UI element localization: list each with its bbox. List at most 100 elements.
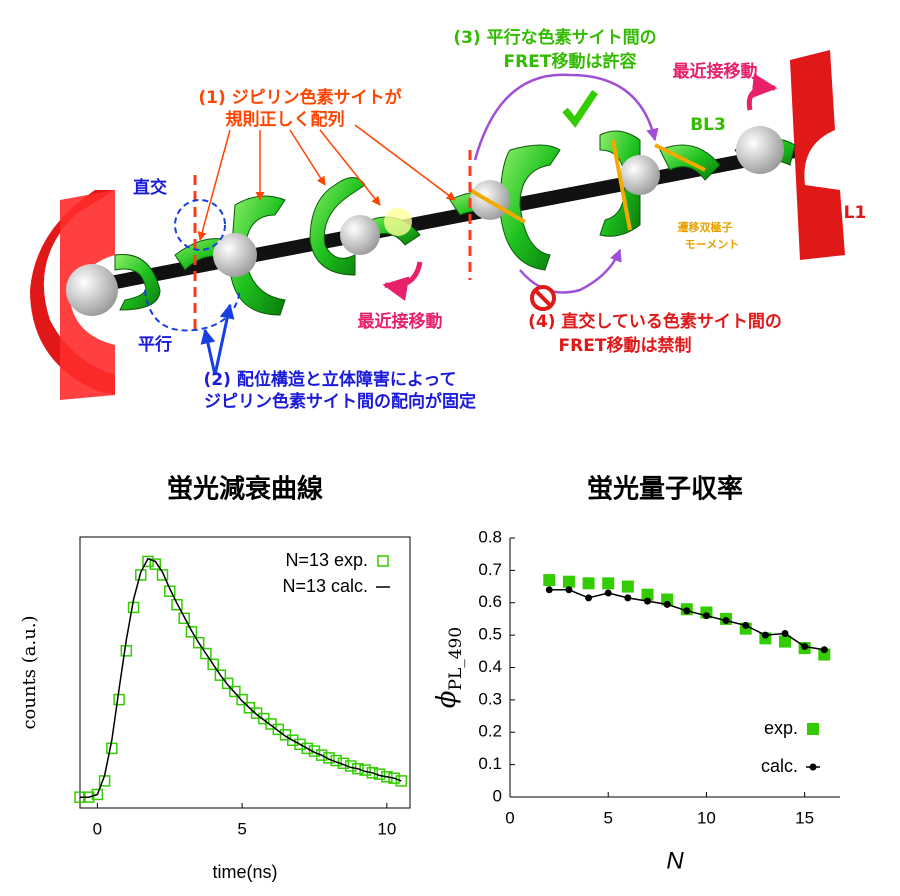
annotation: L1 [844, 203, 867, 223]
data-point [683, 607, 691, 615]
data-point [545, 586, 553, 594]
data-point [582, 577, 595, 590]
data-point [135, 569, 147, 581]
annotation: FRET移動は禁制 [559, 335, 692, 356]
data-point [621, 580, 634, 593]
data-point [106, 742, 118, 755]
legend-marker [807, 723, 819, 735]
annotation: BL3 [690, 115, 726, 135]
x-tick-label: 5 [603, 808, 612, 827]
data-point [663, 600, 671, 608]
x-tick-label: 5 [237, 819, 246, 838]
data-point [565, 586, 573, 594]
series [74, 555, 408, 803]
y-tick-label: 0.8 [478, 527, 502, 546]
data-point [120, 645, 133, 657]
data-point [287, 734, 299, 746]
data-point [702, 612, 710, 620]
y-axis-label-main: ϕ [432, 690, 462, 708]
data-point [301, 742, 313, 755]
annotation: モーメント [685, 238, 740, 251]
molecule-drawing [30, 50, 845, 400]
y-axis-label: ϕPL_490 [432, 627, 466, 708]
data-point [761, 631, 769, 639]
data-point [127, 601, 140, 614]
annotation: FRET移動は許容 [504, 51, 637, 72]
data-point [207, 658, 219, 671]
data-point [781, 630, 789, 638]
data-point [200, 647, 212, 660]
data-point [352, 762, 364, 775]
data-point [644, 597, 651, 605]
series [543, 574, 831, 661]
data-point [722, 617, 730, 625]
data-point [315, 749, 328, 761]
data-point [742, 621, 750, 629]
y-axis-label-sub: PL_490 [446, 627, 466, 691]
x-tick-label: 15 [795, 808, 814, 827]
series [80, 557, 402, 798]
data-point [113, 693, 125, 706]
data-point [602, 577, 615, 590]
data-point [585, 594, 593, 602]
legend-marker [377, 555, 389, 567]
x-axis-label: time(ns) [212, 862, 277, 882]
data-point [388, 772, 400, 784]
data-point [149, 558, 162, 570]
data-point [323, 752, 335, 764]
chart-title: 蛍光減衰曲線 [167, 474, 323, 505]
y-axis-label-main: counts (a.u.) [19, 615, 40, 729]
data-point [229, 685, 241, 698]
data-point [91, 788, 104, 801]
annotation: (3) 平行な色素サイト間の [453, 27, 656, 48]
x-tick-label: 0 [505, 808, 514, 827]
x-tick-label: 10 [377, 819, 396, 838]
data-point [604, 589, 612, 597]
data-point [366, 767, 379, 779]
data-point [818, 648, 831, 661]
data-point [641, 588, 654, 601]
y-tick-label: 0 [493, 786, 502, 805]
data-point [156, 569, 169, 581]
annotation: 遷移双極子 [678, 220, 733, 234]
legend-label: N=13 calc. [282, 576, 368, 596]
data-point [562, 575, 575, 588]
data-point [221, 677, 234, 690]
plot-frame [79, 536, 411, 809]
legend-key [806, 763, 820, 771]
annotation: 規則正しく配列 [226, 109, 345, 130]
chart-title: 蛍光量子収率 [587, 474, 743, 505]
data-point [294, 738, 306, 751]
legend-label: N=13 exp. [285, 550, 368, 570]
x-tick-label: 0 [93, 819, 102, 838]
series [545, 586, 828, 654]
y-tick-label: 0.4 [478, 657, 502, 676]
y-tick-label: 0.7 [478, 560, 502, 579]
data-point [543, 574, 556, 587]
data-point [381, 771, 393, 783]
data-point [163, 585, 176, 597]
annotation: 最近接移動 [358, 311, 443, 332]
y-tick-label: 0.6 [478, 592, 502, 611]
y-axis-label: counts (a.u.) [19, 615, 40, 729]
annotation: (1) ジピリン色素サイトが [198, 87, 401, 108]
data-point [395, 775, 408, 787]
x-tick-label: 10 [697, 808, 716, 827]
data-point [820, 646, 828, 654]
annotation: (2) 配位構造と立体障害によって [204, 369, 457, 390]
y-tick-label: 0.5 [478, 625, 502, 644]
annotation: 最近接移動 [673, 61, 758, 82]
legend-label: exp. [764, 718, 798, 738]
data-point [779, 635, 791, 648]
data-point [624, 594, 632, 602]
y-tick-label: 0.1 [478, 754, 502, 773]
annotation: (4) 直交している色素サイト間の [528, 311, 782, 332]
data-point [192, 636, 205, 649]
x-axis-label: N [666, 847, 684, 874]
y-tick-label: 0.2 [478, 722, 502, 741]
annotation: 平行 [138, 334, 172, 355]
legend-label: calc. [761, 756, 798, 776]
data-point [661, 593, 674, 606]
data-point [801, 642, 809, 650]
